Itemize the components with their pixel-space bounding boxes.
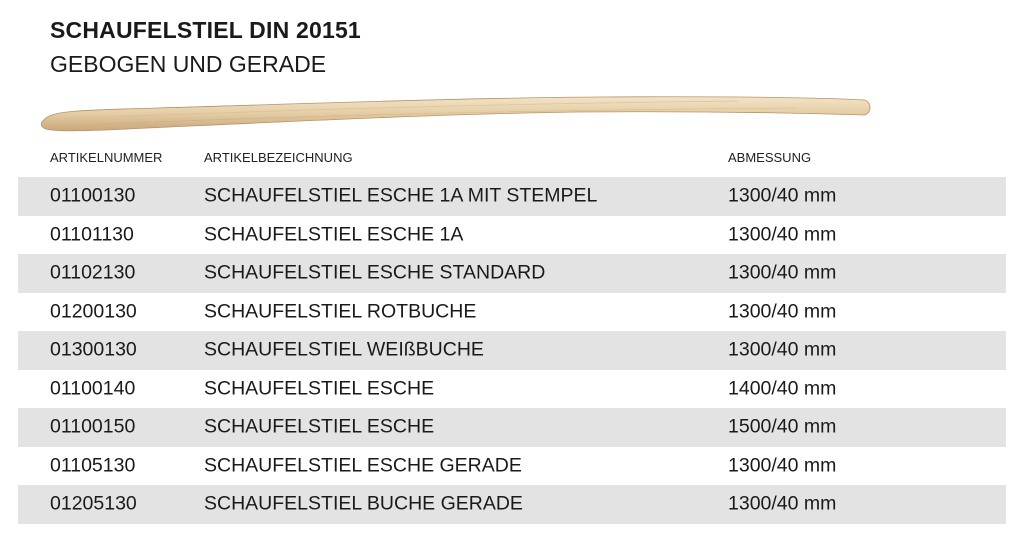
article-dimension: 1300/40 mm [728, 338, 837, 361]
article-number: 01102130 [50, 261, 136, 284]
article-description: SCHAUFELSTIEL BUCHE GERADE [204, 492, 523, 515]
article-description: SCHAUFELSTIEL ESCHE STANDARD [204, 261, 546, 284]
article-description: SCHAUFELSTIEL WEIßBUCHE [204, 338, 484, 361]
article-dimension: 1300/40 mm [728, 223, 837, 246]
table-row: 01200130 SCHAUFELSTIEL ROTBUCHE 1300/40 … [18, 293, 1006, 332]
table-header: ARTIKELNUMMER ARTIKELBEZEICHNUNG ABMESSU… [0, 150, 1024, 170]
table-row: 01300130 SCHAUFELSTIEL WEIßBUCHE 1300/40… [18, 331, 1006, 370]
article-description: SCHAUFELSTIEL ESCHE [204, 415, 435, 438]
article-number: 01105130 [50, 454, 136, 477]
header-artikelnummer: ARTIKELNUMMER [50, 150, 163, 165]
table-row: 01100140 SCHAUFELSTIEL ESCHE 1400/40 mm [18, 370, 1006, 409]
table-row: 01100130 SCHAUFELSTIEL ESCHE 1A MIT STEM… [18, 177, 1006, 216]
table-row: 01101130 SCHAUFELSTIEL ESCHE 1A 1300/40 … [18, 216, 1006, 255]
shovel-handle-icon [40, 96, 871, 132]
article-number: 01205130 [50, 492, 137, 515]
article-description: SCHAUFELSTIEL ESCHE 1A MIT STEMPEL [204, 184, 598, 207]
article-dimension: 1300/40 mm [728, 261, 837, 284]
article-number: 01100150 [50, 415, 136, 438]
table-row: 01100150 SCHAUFELSTIEL ESCHE 1500/40 mm [18, 408, 1006, 447]
article-number: 01100140 [50, 377, 136, 400]
article-number: 01200130 [50, 300, 137, 323]
table-row: 01105130 SCHAUFELSTIEL ESCHE GERADE 1300… [18, 447, 1006, 486]
article-number: 01100130 [50, 184, 136, 207]
article-dimension: 1300/40 mm [728, 454, 837, 477]
article-description: SCHAUFELSTIEL ROTBUCHE [204, 300, 477, 323]
page-title: SCHAUFELSTIEL DIN 20151 [50, 17, 361, 43]
article-dimension: 1300/40 mm [728, 184, 837, 207]
header-artikelbezeichnung: ARTIKELBEZEICHNUNG [204, 150, 353, 165]
article-dimension: 1300/40 mm [728, 492, 837, 515]
article-dimension: 1300/40 mm [728, 300, 837, 323]
article-description: SCHAUFELSTIEL ESCHE GERADE [204, 454, 522, 477]
product-table: 01100130 SCHAUFELSTIEL ESCHE 1A MIT STEM… [18, 177, 1006, 524]
article-description: SCHAUFELSTIEL ESCHE [204, 377, 435, 400]
table-row: 01205130 SCHAUFELSTIEL BUCHE GERADE 1300… [18, 485, 1006, 524]
article-number: 01300130 [50, 338, 137, 361]
page-subtitle: GEBOGEN UND GERADE [50, 51, 327, 77]
article-dimension: 1400/40 mm [728, 377, 837, 400]
header-abmessung: ABMESSUNG [728, 150, 812, 165]
article-number: 01101130 [50, 223, 134, 246]
table-row: 01102130 SCHAUFELSTIEL ESCHE STANDARD 13… [18, 254, 1006, 293]
article-dimension: 1500/40 mm [728, 415, 837, 438]
article-description: SCHAUFELSTIEL ESCHE 1A [204, 223, 464, 246]
